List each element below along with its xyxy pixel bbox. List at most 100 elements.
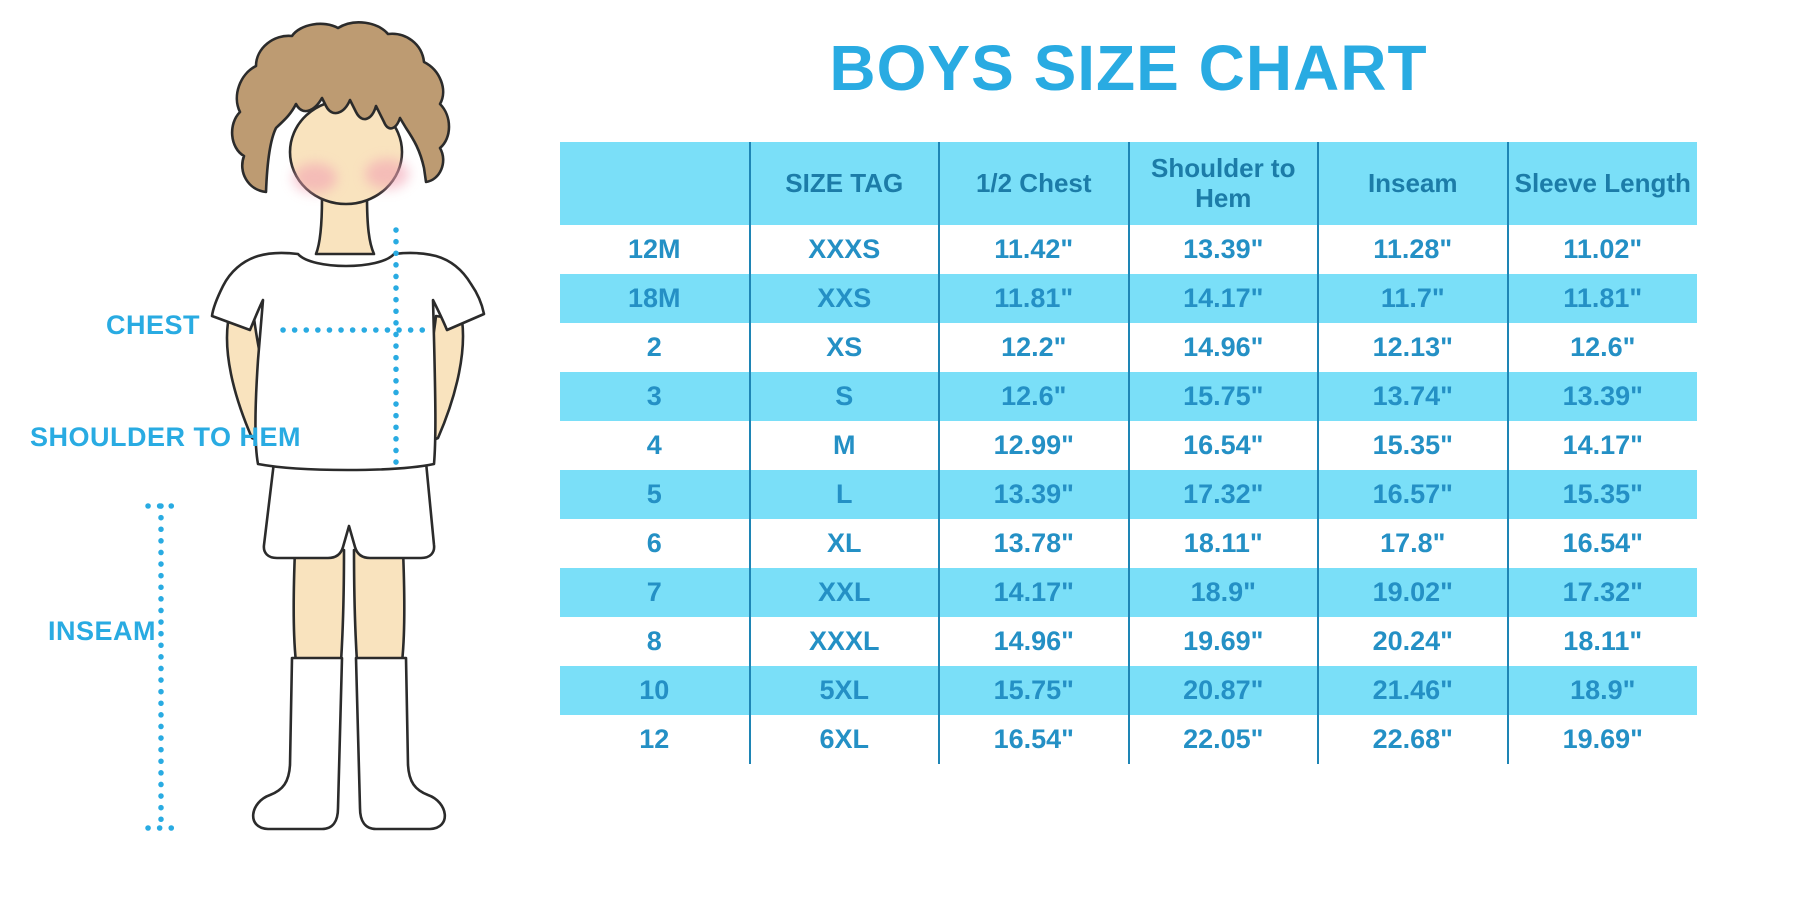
table-row: 8 XXXL 14.96" 19.69" 20.24" 18.11" bbox=[560, 617, 1697, 666]
table-cell: 19.69" bbox=[1127, 617, 1318, 666]
table-cell: 12.13" bbox=[1317, 323, 1508, 372]
table-cell: 5XL bbox=[748, 666, 939, 715]
table-cell: 16.54" bbox=[1127, 421, 1318, 470]
row-size-label: 2 bbox=[646, 332, 662, 362]
table-cell: XXL bbox=[748, 568, 939, 617]
table-cell: XXXL bbox=[748, 617, 939, 666]
row-size-label: 5 bbox=[560, 470, 750, 519]
table-cell: 16.54" bbox=[1506, 519, 1697, 568]
boy-illustration-icon bbox=[145, 21, 486, 831]
header-cell-half-chest: 1/2 Chest bbox=[938, 142, 1129, 225]
table-row: 5 L 13.39" 17.32" 16.57" 15.35" bbox=[560, 470, 1697, 519]
row-size-label: 8 bbox=[646, 626, 662, 656]
table-cell: 14.17" bbox=[1506, 421, 1697, 470]
table-cell: 14.17" bbox=[938, 568, 1129, 617]
table-cell: XXS bbox=[748, 274, 939, 323]
header-cell-sleeve-length: Sleeve Length bbox=[1506, 142, 1697, 225]
table-cell: 12.6" bbox=[938, 372, 1129, 421]
header-cell-inseam: Inseam bbox=[1317, 142, 1508, 225]
size-table: SIZE TAG 1/2 Chest Shoulder to Hem Insea… bbox=[560, 142, 1697, 764]
table-cell: 14.96" bbox=[1127, 323, 1318, 372]
boy-leg-left bbox=[292, 548, 346, 664]
table-cell: 15.75" bbox=[1127, 372, 1318, 421]
boy-shirt bbox=[210, 251, 486, 472]
table-cell: 18.9" bbox=[1127, 568, 1318, 617]
header-cell-blank bbox=[560, 142, 750, 225]
table-cell: 12.6" bbox=[1506, 323, 1697, 372]
table-row: 3 S 12.6" 15.75" 13.74" 13.39" bbox=[560, 372, 1697, 421]
table-cell: 19.69" bbox=[1506, 715, 1697, 764]
page-title: BOYS SIZE CHART bbox=[829, 32, 1428, 104]
table-cell: 14.17" bbox=[1127, 274, 1318, 323]
table-cell: 17.32" bbox=[1506, 568, 1697, 617]
row-size-label: 6 bbox=[646, 528, 662, 558]
table-cell: 20.87" bbox=[1127, 666, 1318, 715]
row-size-label: 12 bbox=[639, 724, 670, 754]
table-cell: 12.2" bbox=[938, 323, 1129, 372]
table-cell: 15.75" bbox=[938, 666, 1129, 715]
table-cell: 12.99" bbox=[938, 421, 1129, 470]
table-row: 7 XXL 14.17" 18.9" 19.02" 17.32" bbox=[560, 568, 1697, 617]
inseam-label: INSEAM bbox=[48, 616, 157, 646]
size-table-body: 12M XXXS 11.42" 13.39" 11.28" 11.02" 18M XXS 11.… bbox=[560, 225, 1697, 764]
table-cell: 13.78" bbox=[938, 519, 1129, 568]
boy-cheek-left bbox=[293, 163, 337, 193]
table-row: 6 XL 13.78" 18.11" 17.8" 16.54" bbox=[560, 519, 1697, 568]
row-size-label: 18M bbox=[560, 274, 750, 323]
table-row: 10 5XL 15.75" 20.87" 21.46" 18.9" bbox=[560, 666, 1697, 715]
boy-neck bbox=[314, 194, 376, 256]
table-cell: 17.32" bbox=[1127, 470, 1318, 519]
table-cell: 11.7" bbox=[1317, 274, 1508, 323]
table-cell: 21.46" bbox=[1317, 666, 1508, 715]
boy-hair bbox=[230, 21, 451, 194]
table-cell: 13.39" bbox=[1506, 372, 1697, 421]
table-cell: 19.02" bbox=[1317, 568, 1508, 617]
table-row: 12M XXXS 11.42" 13.39" 11.28" 11.02" bbox=[560, 225, 1697, 274]
table-cell: 15.35" bbox=[1506, 470, 1697, 519]
table-row: 18M XXS 11.81" 14.17" 11.7" 11.81" bbox=[560, 274, 1697, 323]
row-size-label: 7 bbox=[560, 568, 750, 617]
size-chart-content: BOYS SIZE CHART SIZE TAG 1/2 Chest Shoul… bbox=[560, 0, 1697, 764]
table-row: 4 M 12.99" 16.54" 15.35" 14.17" bbox=[560, 421, 1697, 470]
table-cell: 11.42" bbox=[938, 225, 1129, 274]
table-cell: 22.68" bbox=[1317, 715, 1508, 764]
table-cell: 14.96" bbox=[938, 617, 1129, 666]
chest-label: CHEST bbox=[106, 310, 201, 340]
table-cell: 16.57" bbox=[1317, 470, 1508, 519]
table-cell: 11.81" bbox=[938, 274, 1129, 323]
table-cell: 18.11" bbox=[1127, 519, 1318, 568]
boy-sock-right bbox=[354, 656, 447, 831]
boy-cheek-right bbox=[365, 159, 409, 189]
table-cell: 20.24" bbox=[1317, 617, 1508, 666]
table-cell: S bbox=[748, 372, 939, 421]
header-cell-size-tag: SIZE TAG bbox=[748, 142, 939, 225]
boy-shorts bbox=[262, 460, 436, 560]
table-cell: XL bbox=[748, 519, 939, 568]
table-header-row: SIZE TAG 1/2 Chest Shoulder to Hem Insea… bbox=[560, 142, 1697, 225]
header-cell-shoulder-hem: Shoulder to Hem bbox=[1127, 142, 1318, 225]
table-cell: 6XL bbox=[748, 715, 939, 764]
table-cell: XXXS bbox=[748, 225, 939, 274]
table-row: 12 6XL 16.54" 22.05" 22.68" 19.69" bbox=[560, 715, 1697, 764]
table-cell: 16.54" bbox=[938, 715, 1129, 764]
table-cell: XS bbox=[748, 323, 939, 372]
table-cell: 11.02" bbox=[1506, 225, 1697, 274]
table-row: 2 XS 12.2" 14.96" 12.13" 12.6" bbox=[560, 323, 1697, 372]
table-cell: 18.9" bbox=[1506, 666, 1697, 715]
boy-sock-left bbox=[251, 656, 344, 831]
row-size-label: 3 bbox=[560, 372, 750, 421]
shoulder-to-hem-label: SHOULDER TO HEM bbox=[30, 422, 302, 452]
table-cell: 11.81" bbox=[1506, 274, 1697, 323]
table-cell: 17.8" bbox=[1317, 519, 1508, 568]
row-size-label: 4 bbox=[646, 430, 662, 460]
table-cell: 11.28" bbox=[1317, 225, 1508, 274]
table-cell: M bbox=[748, 421, 939, 470]
row-size-label: 10 bbox=[560, 666, 750, 715]
boy-measurement-figure: CHEST SHOULDER TO HEM INSEAM bbox=[0, 0, 560, 900]
boy-leg-right bbox=[352, 548, 406, 664]
table-cell: 18.11" bbox=[1506, 617, 1697, 666]
table-cell: 22.05" bbox=[1127, 715, 1318, 764]
table-cell: 13.39" bbox=[1127, 225, 1318, 274]
table-cell: 13.74" bbox=[1317, 372, 1508, 421]
